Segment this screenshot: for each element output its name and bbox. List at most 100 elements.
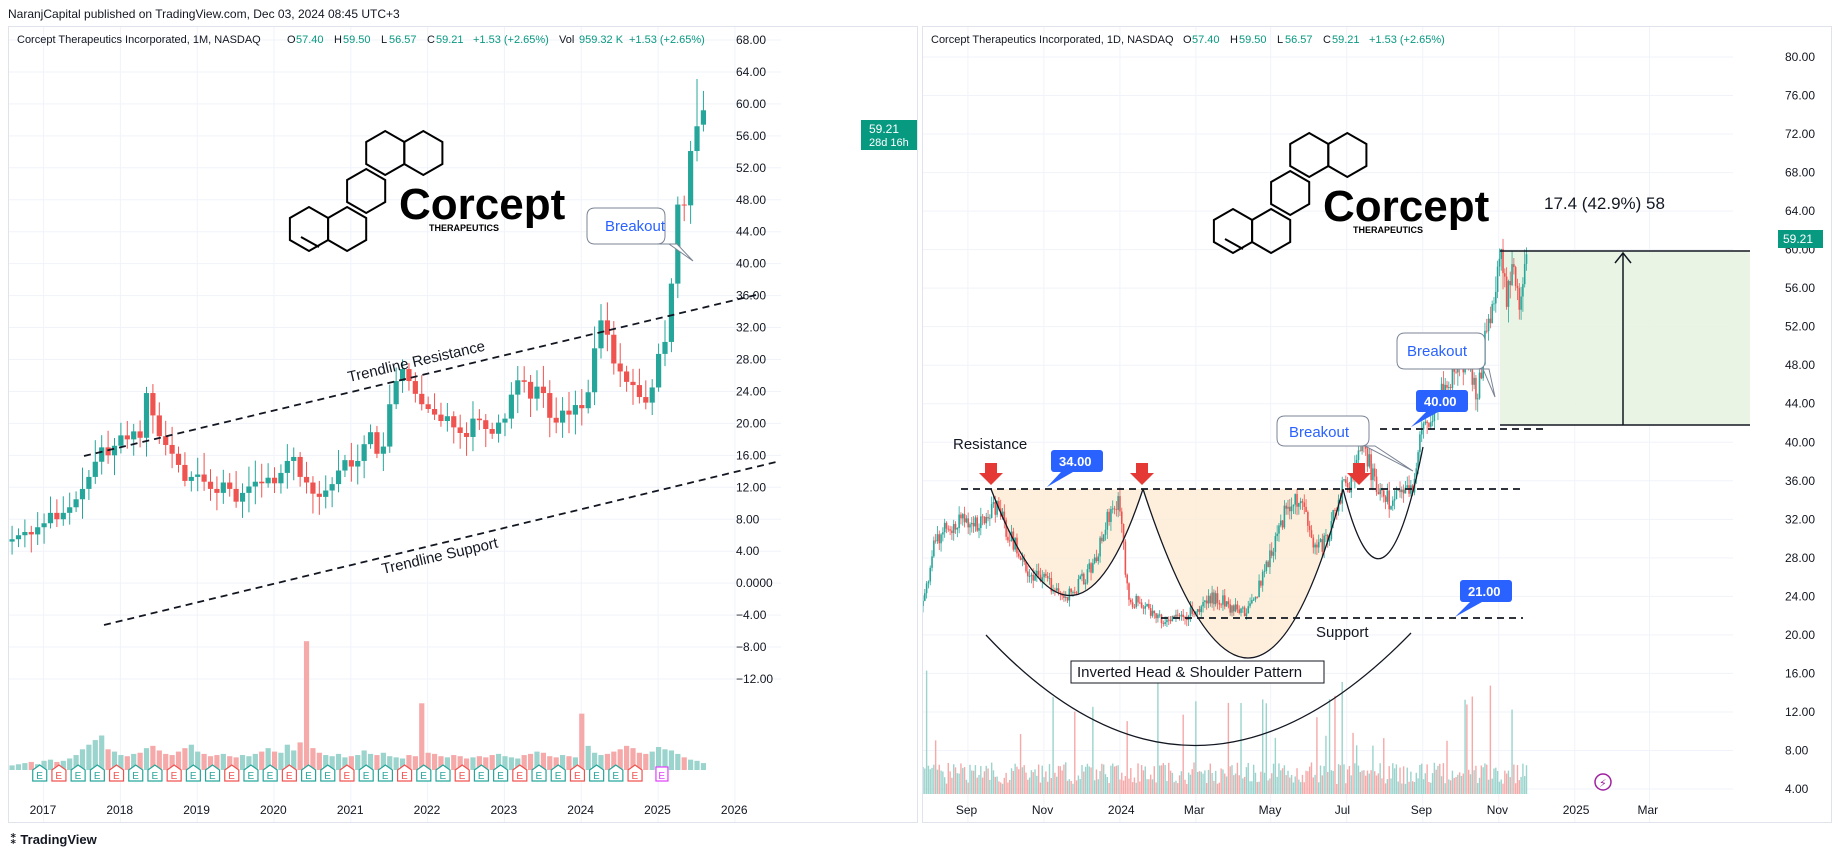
volume-bar — [137, 752, 143, 770]
volume-bar — [1296, 768, 1298, 794]
volume-bar — [265, 748, 271, 770]
candle-body — [1260, 580, 1262, 586]
volume-bar — [393, 757, 399, 770]
price-axis[interactable]: 80.0076.0072.0068.0064.0060.0056.0052.00… — [1785, 50, 1815, 796]
volume-bar — [1149, 774, 1152, 794]
volume-bars — [922, 670, 1528, 794]
candle-body — [271, 477, 278, 484]
volume-bar — [1334, 695, 1336, 794]
monthly-chart-canvas[interactable]: E E E E E E E E E E E E E E E E E E E E E E E E E E E E E E E E E Trendl… — [9, 27, 917, 822]
chart-panel-daily[interactable]: 17.4 (42.9%) 58 34.00 40.00 21.00 Resist… — [922, 26, 1832, 823]
candle-body — [604, 320, 610, 335]
volume-bar — [521, 755, 527, 770]
candle-body — [585, 392, 591, 409]
candle-body — [1334, 510, 1336, 511]
candle-body — [1415, 468, 1418, 479]
candle-body — [1027, 571, 1029, 577]
head-area — [1143, 489, 1343, 658]
candle-body — [591, 348, 598, 393]
candle-body — [1198, 609, 1201, 613]
candle-body — [355, 460, 361, 467]
volume-bar — [598, 755, 604, 770]
candle-body — [1218, 602, 1221, 605]
volume-bar — [1074, 711, 1076, 794]
next-earnings-badge — [655, 766, 669, 782]
candle-body — [1137, 595, 1139, 603]
volume-bar — [1453, 777, 1455, 794]
next-earnings-badge-label: E — [658, 771, 665, 782]
volume-bar — [1496, 770, 1499, 794]
volume-bar — [617, 749, 623, 770]
candle-body — [380, 446, 386, 454]
volume-bar — [1182, 714, 1184, 794]
volume-bar — [1399, 767, 1401, 794]
candle-body — [227, 482, 233, 489]
candle-body — [438, 414, 444, 422]
volume-bar — [470, 757, 476, 770]
chart-panel-monthly[interactable]: E E E E E E E E E E E E E E E E E E E E E E E E E E E E E E E E E Trendl… — [8, 26, 918, 823]
time-tick-label: Jul — [1335, 803, 1350, 817]
volume-bar — [942, 771, 944, 794]
volume-bar — [1318, 782, 1320, 794]
volume-bar — [1290, 774, 1293, 794]
candle-body — [1243, 607, 1246, 617]
candle-body — [1269, 550, 1271, 568]
svg-text:+1.53 (+2.65%): +1.53 (+2.65%) — [1369, 34, 1445, 46]
volume-bar — [938, 764, 940, 794]
volume-bar — [1104, 774, 1107, 794]
volume-bar — [1039, 782, 1042, 794]
candle-body — [1507, 281, 1510, 307]
volume-bar — [540, 752, 546, 770]
volume-bar — [1075, 780, 1078, 794]
candle-body — [1164, 622, 1166, 624]
candle-body — [393, 381, 399, 405]
candle-body — [623, 371, 630, 382]
volume-bar — [118, 755, 124, 770]
candle-body — [323, 490, 329, 497]
daily-chart-canvas[interactable]: 17.4 (42.9%) 58 34.00 40.00 21.00 Resist… — [922, 27, 1831, 822]
candle-body — [451, 416, 457, 428]
candle-body — [214, 488, 220, 493]
price-tick-label: 24.00 — [1785, 589, 1815, 603]
volume-bar — [476, 756, 482, 770]
price-axis[interactable]: 68.00 64.00 60.00 56.00 52.00 48.00 44.00 40.00… — [736, 33, 773, 686]
candle-body — [1476, 398, 1479, 400]
candle-body — [1317, 542, 1320, 548]
candle-body — [1401, 489, 1403, 493]
candle-body — [1294, 494, 1297, 505]
trendline-support-label: Trendline Support — [380, 534, 500, 577]
time-axis[interactable]: Sep Nov 2024 Mar May Jul Sep Nov 2025 Mar — [956, 803, 1658, 817]
volume-bar — [1245, 767, 1248, 794]
candle-body — [1402, 489, 1405, 494]
candle-body — [1502, 248, 1504, 274]
candle-body — [1375, 476, 1378, 493]
candle-body — [489, 428, 495, 434]
earnings-badge-label: E — [228, 771, 235, 782]
candle-body — [1186, 618, 1188, 620]
volume-bar — [1504, 770, 1506, 794]
candle-body — [1231, 605, 1233, 613]
candle-body — [188, 476, 194, 481]
candle-body — [931, 556, 933, 568]
volume-bar — [1493, 768, 1495, 794]
volume-bar — [971, 770, 973, 794]
candle-body — [611, 334, 617, 364]
candle-body — [1498, 258, 1501, 267]
candle-body — [1124, 541, 1127, 575]
volume-bars — [9, 641, 707, 770]
volume-bar — [1041, 765, 1043, 794]
candle-body — [1005, 519, 1007, 537]
candle-body — [1182, 614, 1184, 617]
volume-bar — [457, 756, 463, 770]
volume-bar — [431, 753, 438, 770]
time-axis[interactable]: 2017 2018 2019 2020 2021 2022 2023 2024 2025 2026 — [30, 803, 748, 817]
candle-body — [579, 405, 585, 409]
earnings-badge — [32, 764, 48, 782]
volume-bar — [1444, 783, 1446, 794]
earnings-badge-label: E — [94, 771, 101, 782]
price-tick-label: 8.00 — [1785, 743, 1809, 757]
candle-body — [1225, 601, 1228, 607]
candle-body — [419, 393, 425, 405]
candle-body — [1135, 595, 1138, 608]
volume-bar — [1363, 770, 1365, 794]
